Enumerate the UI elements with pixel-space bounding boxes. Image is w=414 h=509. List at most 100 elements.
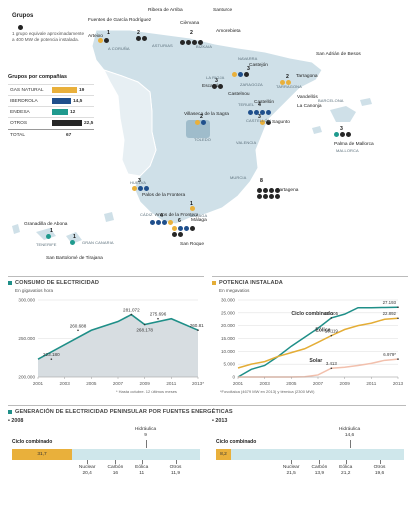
- data-point: [397, 306, 399, 309]
- data-label: 223.180: [43, 352, 60, 357]
- plant-count: 2: [190, 30, 193, 36]
- region-layer: A CORUÑA ASTURIAS BIZKAIA NAVARRA LA RIOJA ZA…: [36, 43, 359, 247]
- source-value: 21,5: [286, 471, 296, 476]
- data-point: [330, 367, 333, 370]
- region-label: ZARAGOZA: [240, 82, 263, 87]
- company-name: ENDESA: [10, 110, 30, 115]
- region-label: MALLORCA: [336, 148, 359, 153]
- data-label: 6.979*: [383, 352, 396, 357]
- potencia-title: POTENCIA INSTALADA: [219, 280, 283, 286]
- source-value: 16: [112, 471, 119, 476]
- generacion-section: GENERACIÓN DE ELECTRICIDAD PENINSULAR PO…: [8, 405, 406, 505]
- plant-count: 6: [178, 218, 181, 224]
- source-label: Otros: [373, 465, 386, 470]
- source-value: 13,9: [314, 471, 325, 476]
- source-label: Nuclear: [282, 465, 300, 470]
- data-point: [397, 358, 399, 360]
- region-label: TERUEL: [238, 102, 255, 107]
- plant-label: Sagunto: [272, 120, 290, 125]
- plant-dot-icon: [269, 188, 274, 193]
- company-bar: [52, 109, 68, 115]
- plant-dot-icon: [198, 40, 203, 45]
- map-section: Grupos 1 grupo equivale aproximadamente …: [8, 8, 374, 261]
- company-value: 22,5: [84, 121, 94, 126]
- data-label: 16.119: [325, 329, 339, 334]
- generacion-2008-chart: Ciclo combinado Hidráulica 9 31,7 Nuclear 20,…: [12, 427, 200, 503]
- x-tick-label: 2011: [366, 381, 376, 386]
- mallorca-island: [330, 106, 356, 122]
- companies-table: GAS NATURAL 19 IBERDROLA 14,5 ENDESA 12 OTROS 2…: [8, 84, 94, 140]
- plant-count: 1: [107, 30, 110, 36]
- region-label: MURCIA: [230, 175, 247, 180]
- legend-title: Grupos: [12, 13, 34, 19]
- plant-count: 1: [190, 201, 193, 207]
- plant-dot-icon: [142, 36, 147, 41]
- plant-dot-icon: [257, 194, 262, 199]
- source-label: Carbón: [107, 465, 124, 470]
- plant-dot-icon: [98, 38, 103, 43]
- series-label: Solar: [309, 358, 322, 364]
- series-label: Ciclo combinado: [291, 311, 333, 317]
- x-tick-label: 2009: [340, 381, 351, 386]
- region-label: BIZKAIA: [196, 44, 213, 49]
- leader-line: [87, 460, 89, 464]
- total-label: TOTAL: [10, 133, 26, 138]
- company-row: OTROS 22,5: [8, 117, 94, 128]
- region-label: TOLEDO: [194, 137, 211, 142]
- data-label: 27.193: [383, 300, 397, 305]
- data-label: 281.072: [123, 308, 140, 313]
- potencia-section: POTENCIA INSTALADA En megavatios 0 5.000 1…: [212, 276, 408, 396]
- x-tick-label: 2007: [113, 381, 124, 386]
- bar-track: [12, 449, 200, 460]
- data-point: [77, 329, 79, 332]
- plant-dot-icon: [104, 38, 109, 43]
- plant-dot-icon: [212, 84, 217, 89]
- plant-label: Amorebieta: [216, 29, 241, 34]
- plant-dot-icon: [195, 120, 200, 125]
- label-ciclo-combinado: Ciclo combinado: [216, 439, 257, 445]
- value-hidraulica: 9: [144, 433, 147, 438]
- year-2013-value: 2013: [215, 418, 228, 424]
- company-name: IBERDROLA: [10, 99, 38, 104]
- data-label: 260.813: [190, 323, 204, 328]
- consumo-section: CONSUMO DE ELECTRICIDAD En gigavatios ho…: [8, 276, 204, 396]
- region-label: BARCELONA: [318, 98, 344, 103]
- x-tick-label: 2013: [393, 381, 404, 386]
- leader-line: [319, 460, 321, 464]
- consumo-rule: [8, 276, 204, 277]
- plant-label: Málaga: [191, 218, 207, 223]
- plant-label: Villaseca de la Sagra: [184, 112, 229, 117]
- plant-label: Granadilla de Abona: [24, 222, 68, 227]
- data-point: [130, 313, 133, 316]
- data-point: [330, 317, 333, 319]
- plant-label: Palma de Mallorca: [334, 142, 374, 147]
- plant-dot-icon: [144, 186, 149, 191]
- plant-dot-icon: [172, 232, 177, 237]
- leader-line: [291, 460, 293, 464]
- plant-dot-icon: [232, 72, 237, 77]
- year-2008-label: • 2008: [8, 418, 24, 424]
- leader-line: [349, 440, 351, 448]
- x-tick-label: 2003: [260, 381, 271, 386]
- x-tick-label: 2001: [33, 381, 44, 386]
- source-label: Eólica: [339, 465, 353, 470]
- region-label: CASTELLÓN: [246, 118, 271, 123]
- plant-dot-icon: [178, 226, 183, 231]
- plant-count: 1: [73, 234, 76, 240]
- source-value: 11,9: [171, 471, 181, 476]
- plant-dot-icon: [266, 110, 271, 115]
- plant-dot-icon: [346, 132, 351, 137]
- plant-dot-icon: [280, 80, 285, 85]
- year-2013-label: • 2013: [212, 418, 228, 424]
- plant-label: Cartagena: [276, 188, 299, 193]
- plant-label: Vandellós: [297, 95, 318, 100]
- legend-note: 1 grupo equivale aproximadamente a 400 M…: [12, 31, 85, 42]
- plant-dot-icon: [266, 120, 271, 125]
- plant-label: Escatrón: [202, 84, 221, 89]
- plant-layer: Arteixo 1 Fuentes de García Rodríguez 2 Ribe…: [24, 8, 374, 261]
- label-ciclo-combinado: Ciclo combinado: [12, 439, 53, 445]
- plant-count: 1: [50, 228, 53, 234]
- plant-dot-icon: [178, 232, 183, 237]
- plant-label: Fuentes de García Rodríguez: [88, 18, 152, 23]
- y-tick-label: 0: [232, 375, 235, 380]
